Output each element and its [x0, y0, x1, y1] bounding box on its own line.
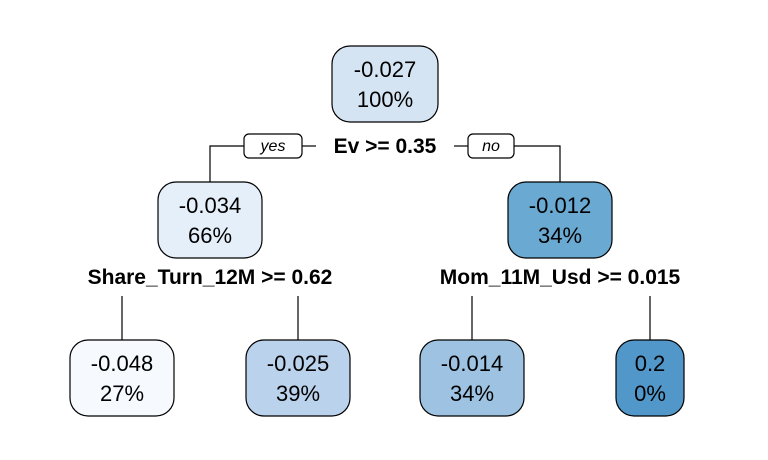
- node-left-left: -0.048 27%: [69, 339, 175, 417]
- edge-root-left: [209, 145, 244, 182]
- node-right-right-box: [615, 339, 685, 417]
- node-right-right: 0.2 0%: [615, 339, 685, 417]
- node-right-left-box: [419, 339, 525, 417]
- split-root: Ev >= 0.35: [334, 135, 437, 158]
- yes-label-text: yes: [260, 138, 286, 155]
- node-right-right-percent: 0%: [634, 381, 666, 406]
- tree-edges: [121, 145, 651, 340]
- node-right-left-percent: 34%: [450, 381, 494, 406]
- node-right: -0.012 34%: [507, 181, 613, 259]
- edge-root-right: [514, 145, 561, 182]
- node-left-right-value: -0.025: [267, 351, 329, 376]
- node-left-right-percent: 39%: [276, 381, 320, 406]
- node-root-value: -0.027: [354, 57, 416, 82]
- node-root-box: [331, 45, 439, 123]
- node-left: -0.034 66%: [157, 181, 263, 259]
- node-root-percent: 100%: [357, 87, 413, 112]
- node-right-value: -0.012: [529, 193, 591, 218]
- no-label-text: no: [482, 138, 500, 155]
- node-left-right: -0.025 39%: [245, 339, 351, 417]
- node-left-value: -0.034: [179, 193, 241, 218]
- node-left-left-box: [69, 339, 175, 417]
- node-left-percent: 66%: [188, 223, 232, 248]
- node-left-box: [157, 181, 263, 259]
- node-right-left: -0.014 34%: [419, 339, 525, 417]
- node-right-percent: 34%: [538, 223, 582, 248]
- node-right-box: [507, 181, 613, 259]
- split-right: Mom_11M_Usd >= 0.015: [440, 266, 681, 289]
- node-root: -0.027 100%: [331, 45, 439, 123]
- no-edge-label: no: [467, 133, 515, 159]
- yes-edge-label: yes: [243, 133, 303, 159]
- split-left: Share_Turn_12M >= 0.62: [88, 266, 333, 289]
- node-right-right-value: 0.2: [635, 351, 666, 376]
- node-right-left-value: -0.014: [441, 351, 503, 376]
- node-left-left-value: -0.048: [91, 351, 153, 376]
- node-left-right-box: [245, 339, 351, 417]
- node-left-left-percent: 27%: [100, 381, 144, 406]
